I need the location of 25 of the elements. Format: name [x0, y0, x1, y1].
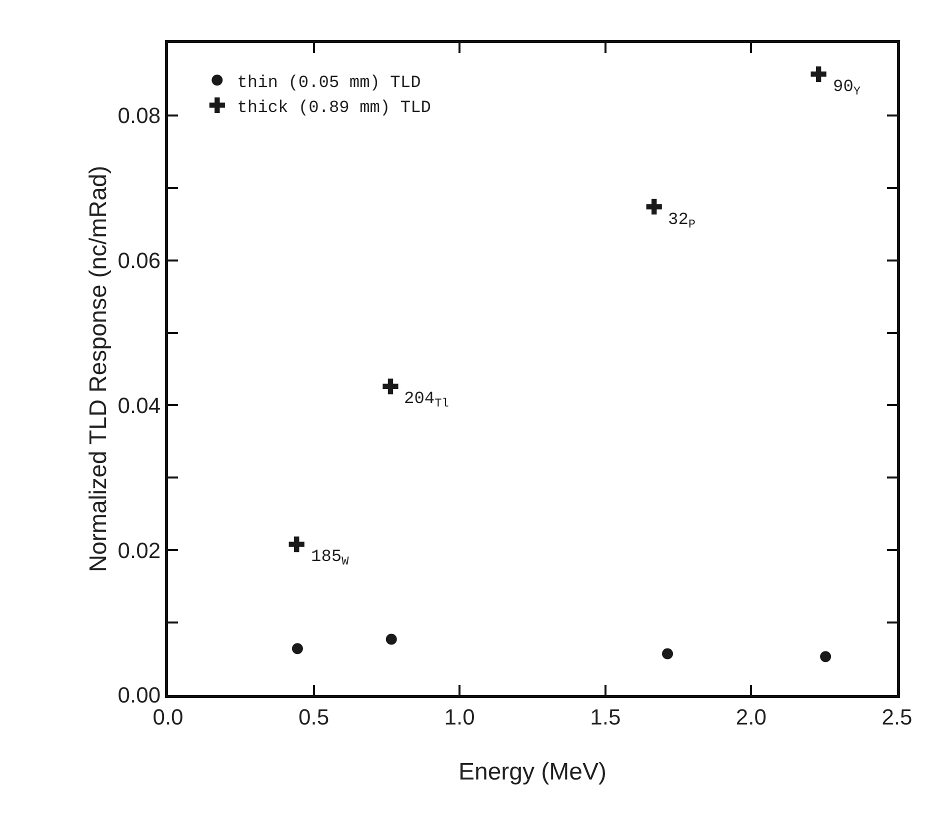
annotation: 90$_{Y}$: [833, 78, 861, 99]
x-tick-label: 2.0: [736, 704, 766, 730]
point: [662, 648, 674, 660]
x-axis-title: Energy (MeV): [458, 758, 607, 786]
legend-label: thick (0.89 mm) TLD: [237, 98, 432, 118]
point: [810, 66, 826, 82]
y-tick-label: 0.06: [118, 248, 161, 274]
y-axis-title: Normalized TLD Response (nc/mRad): [84, 166, 112, 572]
x-tick-label: 1.5: [590, 704, 621, 730]
annotation: 204$_{Tl}$: [404, 390, 449, 411]
annotation: 32$_{P}$: [668, 211, 696, 232]
x-tick-label: 1.0: [444, 704, 475, 730]
legend-label: thin (0.05 mm) TLD: [237, 74, 421, 93]
annotation: 185$_{W}$: [311, 548, 350, 569]
y-tick-label: 0.04: [118, 392, 161, 418]
x-tick-label: 0.5: [298, 704, 330, 730]
point: [288, 536, 304, 552]
point: [820, 651, 832, 662]
x-tick-label: 2.5: [882, 704, 912, 730]
point: [386, 634, 397, 645]
point: [382, 378, 398, 394]
y-tick-label: 0.02: [118, 538, 161, 563]
point: [292, 643, 303, 654]
y-tick-label: 0.08: [118, 103, 161, 128]
point: [646, 198, 662, 215]
